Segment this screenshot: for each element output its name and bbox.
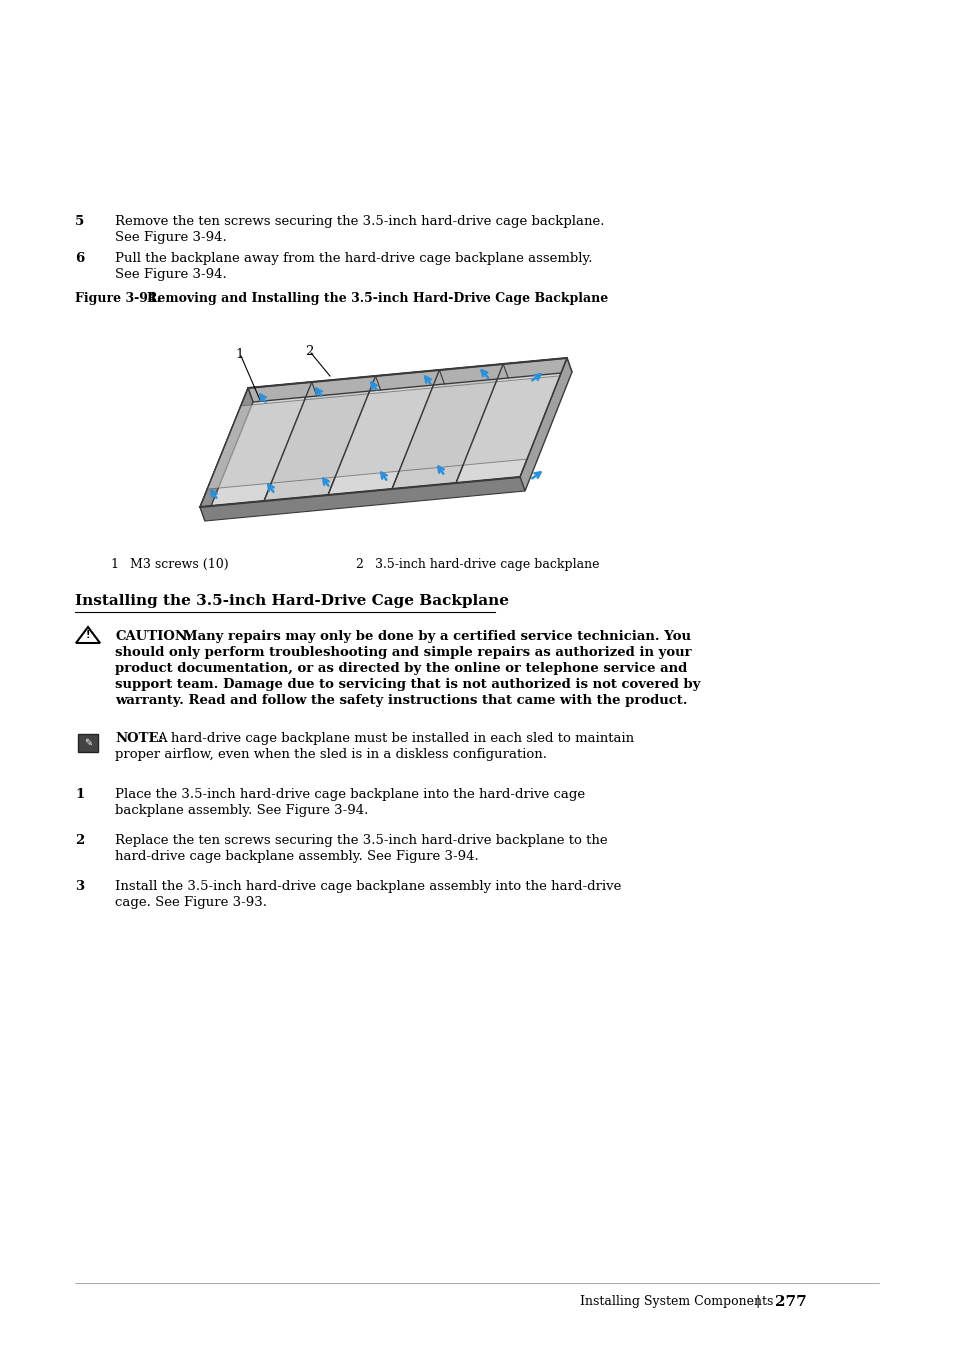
- Text: A hard-drive cage backplane must be installed in each sled to maintain: A hard-drive cage backplane must be inst…: [157, 732, 634, 745]
- Text: 2: 2: [75, 834, 84, 846]
- Polygon shape: [200, 387, 253, 521]
- Polygon shape: [264, 377, 375, 501]
- Polygon shape: [200, 382, 312, 508]
- Text: Replace the ten screws securing the 3.5-inch hard-drive backplane to the: Replace the ten screws securing the 3.5-…: [115, 834, 607, 846]
- Polygon shape: [207, 375, 559, 489]
- Text: M3 screws (10): M3 screws (10): [130, 558, 229, 571]
- Text: 3: 3: [75, 880, 84, 892]
- Text: 1: 1: [110, 558, 118, 571]
- Text: hard-drive cage backplane assembly. See Figure 3-94.: hard-drive cage backplane assembly. See …: [115, 850, 478, 863]
- Text: CAUTION:: CAUTION:: [115, 630, 192, 643]
- Text: warranty. Read and follow the safety instructions that came with the product.: warranty. Read and follow the safety ins…: [115, 694, 687, 707]
- Polygon shape: [328, 370, 439, 495]
- Text: Many repairs may only be done by a certified service technician. You: Many repairs may only be done by a certi…: [183, 630, 690, 643]
- Text: cage. See Figure 3-93.: cage. See Figure 3-93.: [115, 896, 267, 909]
- Polygon shape: [392, 364, 502, 489]
- Polygon shape: [200, 477, 524, 521]
- Text: Place the 3.5-inch hard-drive cage backplane into the hard-drive cage: Place the 3.5-inch hard-drive cage backp…: [115, 788, 584, 801]
- Text: 277: 277: [774, 1295, 806, 1309]
- Text: Pull the backplane away from the hard-drive cage backplane assembly.: Pull the backplane away from the hard-dr…: [115, 252, 592, 265]
- Polygon shape: [519, 358, 572, 491]
- Text: See Figure 3-94.: See Figure 3-94.: [115, 269, 227, 281]
- Text: support team. Damage due to servicing that is not authorized is not covered by: support team. Damage due to servicing th…: [115, 678, 700, 691]
- Text: 6: 6: [75, 252, 84, 265]
- Text: See Figure 3-94.: See Figure 3-94.: [115, 231, 227, 244]
- Text: 5: 5: [75, 215, 84, 228]
- Text: product documentation, or as directed by the online or telephone service and: product documentation, or as directed by…: [115, 662, 686, 675]
- Text: Installing System Components: Installing System Components: [579, 1295, 773, 1308]
- Text: NOTE:: NOTE:: [115, 732, 163, 745]
- Text: |: |: [755, 1295, 760, 1308]
- Text: Install the 3.5-inch hard-drive cage backplane assembly into the hard-drive: Install the 3.5-inch hard-drive cage bac…: [115, 880, 620, 892]
- Text: 1: 1: [75, 788, 84, 801]
- Bar: [78, 734, 98, 752]
- Text: ✎: ✎: [84, 738, 92, 748]
- Text: proper airflow, even when the sled is in a diskless configuration.: proper airflow, even when the sled is in…: [115, 748, 546, 761]
- Text: 1: 1: [234, 348, 243, 360]
- Text: 3.5-inch hard-drive cage backplane: 3.5-inch hard-drive cage backplane: [375, 558, 598, 571]
- Polygon shape: [248, 358, 572, 402]
- Text: 2: 2: [355, 558, 362, 571]
- Text: 2: 2: [305, 346, 313, 358]
- Text: Removing and Installing the 3.5-inch Hard-Drive Cage Backplane: Removing and Installing the 3.5-inch Har…: [147, 292, 608, 305]
- Polygon shape: [456, 358, 566, 483]
- Text: Remove the ten screws securing the 3.5-inch hard-drive cage backplane.: Remove the ten screws securing the 3.5-i…: [115, 215, 604, 228]
- Text: should only perform troubleshooting and simple repairs as authorized in your: should only perform troubleshooting and …: [115, 647, 691, 659]
- Text: Installing the 3.5-inch Hard-Drive Cage Backplane: Installing the 3.5-inch Hard-Drive Cage …: [75, 594, 509, 608]
- Text: backplane assembly. See Figure 3-94.: backplane assembly. See Figure 3-94.: [115, 805, 368, 817]
- Text: Figure 3-94.: Figure 3-94.: [75, 292, 161, 305]
- Text: !: !: [86, 630, 91, 640]
